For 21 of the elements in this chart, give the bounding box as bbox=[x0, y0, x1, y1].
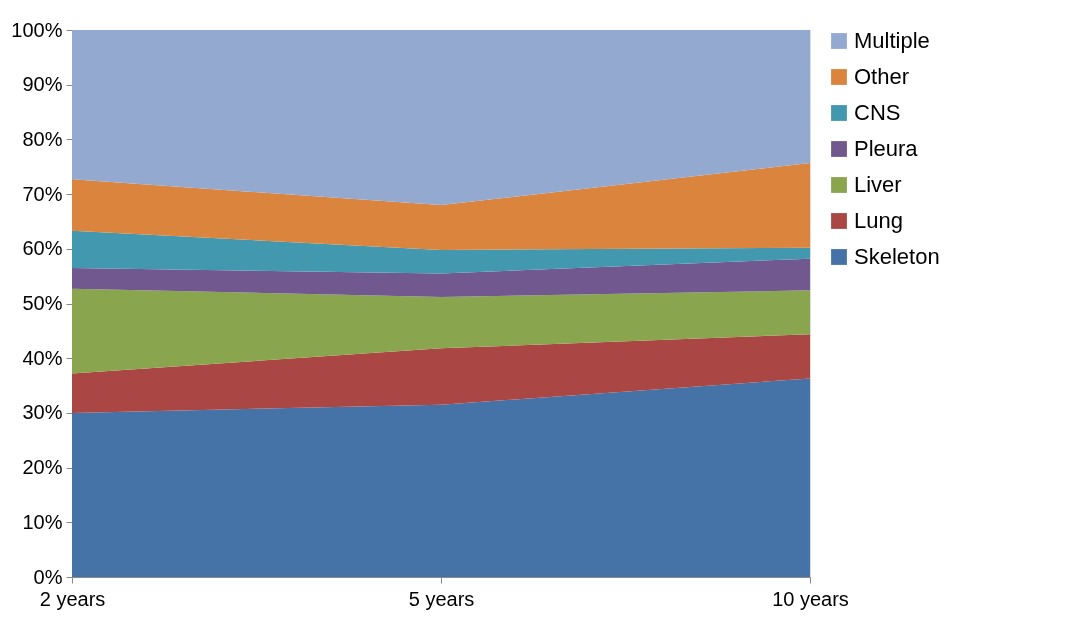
legend-label: CNS bbox=[854, 100, 901, 125]
y-tick-label: 60% bbox=[22, 237, 63, 260]
x-tick-label: 10 years bbox=[772, 587, 849, 610]
legend-label: Multiple bbox=[854, 28, 930, 53]
y-tick-label: 30% bbox=[22, 401, 63, 424]
legend-label: Liver bbox=[854, 172, 902, 197]
y-tick-label: 0% bbox=[33, 565, 63, 588]
legend-label: Other bbox=[854, 64, 910, 89]
y-tick-label: 70% bbox=[22, 182, 63, 205]
y-tick-label: 90% bbox=[22, 73, 63, 96]
y-tick-label: 20% bbox=[22, 456, 63, 479]
y-tick-label: 10% bbox=[22, 510, 63, 533]
x-tick-label: 2 years bbox=[39, 587, 106, 610]
legend-label: Pleura bbox=[854, 136, 919, 161]
y-tick-label: 50% bbox=[22, 292, 63, 314]
y-tick-label: 40% bbox=[22, 346, 63, 369]
x-tick-label: 5 years bbox=[408, 587, 475, 610]
y-tick-label: 80% bbox=[22, 127, 63, 150]
legend-label: Skeleton bbox=[854, 244, 940, 269]
legend-label: Lung bbox=[854, 208, 903, 233]
y-tick-label: 100% bbox=[11, 18, 63, 41]
